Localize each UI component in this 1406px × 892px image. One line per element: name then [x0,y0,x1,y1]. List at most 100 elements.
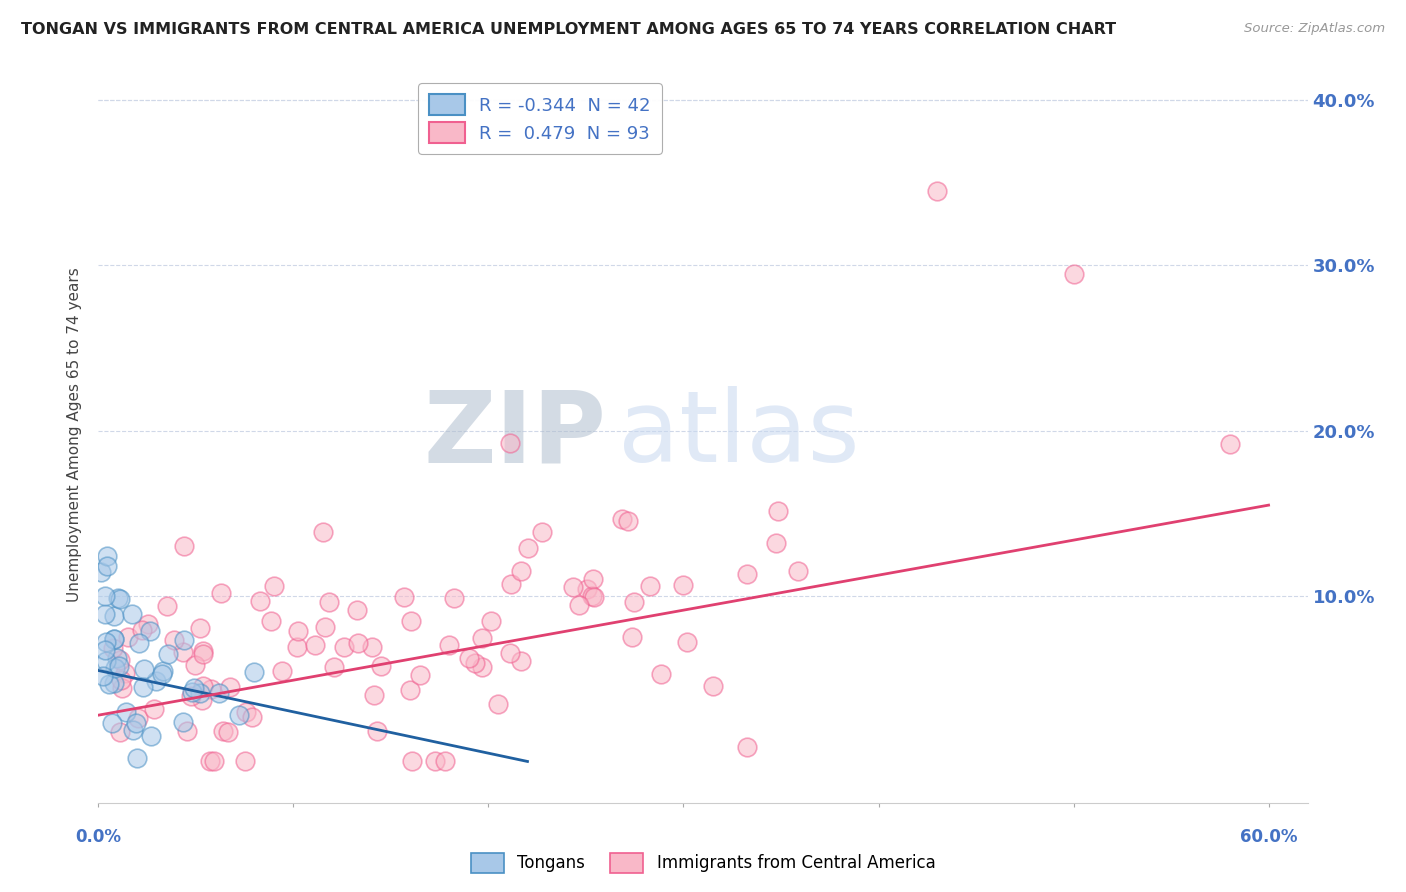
Point [172,645,194,659]
Point [640,579,662,593]
Legend: Tongans, Immigrants from Central America: Tongans, Immigrants from Central America [464,847,942,880]
Point [188,622,211,636]
Point [125,751,148,765]
Point [471,660,494,674]
Point [198,755,221,769]
Point [91,669,114,683]
Point [218,680,240,694]
Point [233,755,256,769]
Point [107,591,129,605]
Point [121,607,143,621]
Point [260,614,283,628]
Point [240,710,263,724]
Point [191,648,214,662]
Point [172,714,194,729]
Point [108,659,131,673]
Point [181,685,204,699]
Point [433,755,456,769]
Point [134,661,156,675]
Point [423,755,446,769]
Point [138,624,160,638]
Point [228,707,250,722]
Point [263,579,285,593]
Point [211,723,233,738]
Point [94,635,117,649]
Point [202,755,225,769]
Point [401,614,423,628]
Point [516,541,538,555]
Point [176,724,198,739]
Point [152,664,174,678]
Point [510,565,533,579]
Point [108,592,131,607]
Point [287,640,309,655]
Point [183,681,205,695]
Point [145,674,167,689]
Point [617,514,640,528]
Point [562,581,585,595]
Point [765,536,787,550]
Point [125,716,148,731]
Point [583,590,606,604]
Point [786,564,808,578]
Legend: R = -0.344  N = 42, R =  0.479  N = 93: R = -0.344 N = 42, R = 0.479 N = 93 [418,83,662,154]
Point [735,740,758,755]
Point [346,602,368,616]
Point [735,566,758,581]
Point [479,614,502,628]
Point [401,755,423,769]
Point [576,582,599,596]
Point [103,632,125,646]
Point [101,641,124,656]
Point [93,607,115,621]
Point [332,640,354,654]
Point [173,632,195,647]
Point [188,686,211,700]
Point [650,667,672,681]
Point [114,666,136,681]
Point [191,693,214,707]
Text: ZIP: ZIP [423,386,606,483]
Point [392,590,415,604]
Point [132,681,155,695]
Point [249,593,271,607]
Point [318,595,340,609]
Point [131,623,153,637]
Point [672,578,695,592]
Point [200,682,222,697]
Point [163,632,186,647]
Point [142,702,165,716]
Point [363,688,385,702]
Point [193,679,215,693]
Point [173,539,195,553]
Point [621,630,644,644]
Point [110,673,132,688]
Point [105,651,128,665]
Point [530,525,553,540]
Point [499,647,522,661]
Point [180,689,202,703]
Point [612,511,634,525]
Point [127,711,149,725]
Point [314,619,336,633]
Point [1063,267,1085,281]
Point [101,716,124,731]
Point [768,504,790,518]
Point [110,653,132,667]
Point [568,598,591,612]
Point [702,679,724,693]
Point [443,591,465,606]
Point [90,565,112,579]
Point [243,665,266,679]
Point [217,724,239,739]
Point [117,630,139,644]
Point [287,624,309,638]
Point [191,644,214,658]
Point [510,654,533,668]
Point [96,549,118,563]
Point [156,599,179,613]
Text: Source: ZipAtlas.com: Source: ZipAtlas.com [1244,22,1385,36]
Point [157,647,180,661]
Point [150,667,173,681]
Point [97,677,120,691]
